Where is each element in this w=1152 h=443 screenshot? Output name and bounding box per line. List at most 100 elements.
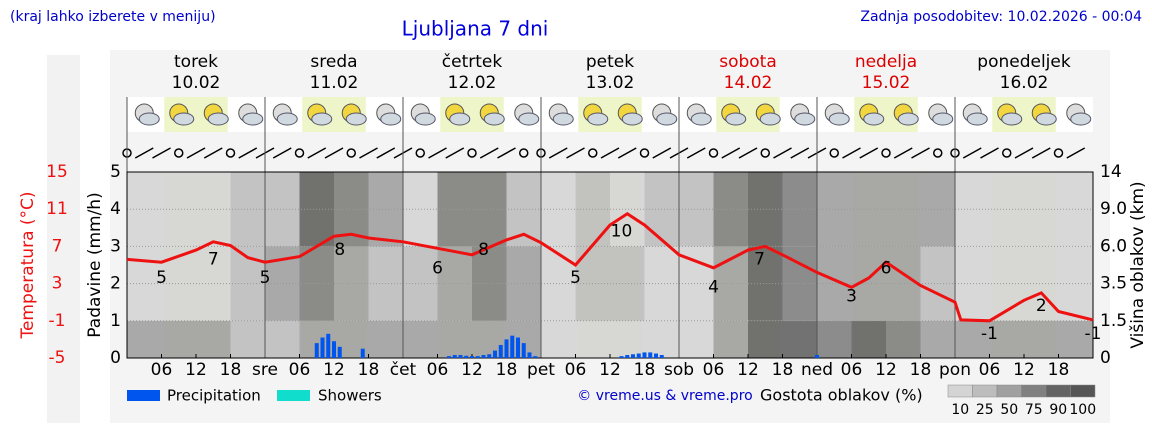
wind-barb xyxy=(893,147,913,159)
y2-tick-label: 1.5 xyxy=(1100,311,1127,331)
wind-barb xyxy=(497,147,516,159)
cloud-cell xyxy=(541,172,576,247)
y2-tick-label: 6.0 xyxy=(1100,236,1127,256)
wind-calm xyxy=(829,148,839,158)
wind-barb xyxy=(548,147,568,159)
cloud-legend-label: 100 xyxy=(1069,402,1096,418)
cloud-cell xyxy=(196,246,231,321)
cloud-cell xyxy=(403,246,438,321)
weather-icon xyxy=(242,112,264,126)
cloud-cell xyxy=(748,320,783,358)
plot-frame xyxy=(126,171,1094,359)
cloud-cell xyxy=(886,320,921,358)
weather-icon xyxy=(725,112,747,126)
wind-calm xyxy=(174,148,184,158)
cloud-cell xyxy=(196,172,231,247)
wind-barb xyxy=(617,147,637,159)
precip-bar xyxy=(648,352,653,358)
cloud-cell xyxy=(955,246,990,321)
precip-bar xyxy=(527,352,532,358)
x-tick-label: 12 xyxy=(461,360,483,380)
day-date: 11.02 xyxy=(310,73,359,93)
x-tick-label: 12 xyxy=(875,360,897,380)
x-tick-label: pet xyxy=(527,360,555,380)
cloud-legend-title: Gostota oblakov (%) xyxy=(760,386,923,405)
temp-extreme-label: 5 xyxy=(570,268,581,288)
day-date: 16.02 xyxy=(1000,73,1049,93)
precip-bar xyxy=(533,356,538,358)
cloud-cell xyxy=(472,246,507,321)
weather-icon xyxy=(759,112,781,126)
x-tick-label: 06 xyxy=(427,360,449,380)
precip-bar xyxy=(481,355,486,358)
wind-barb xyxy=(842,147,861,159)
day-date: 13.02 xyxy=(586,73,635,93)
temp-extreme-label: 5 xyxy=(156,268,167,288)
wind-calm xyxy=(346,148,356,158)
wind-barb xyxy=(272,147,292,159)
x-tick-label: 18 xyxy=(772,360,794,380)
temp-extreme-label: 7 xyxy=(754,249,765,269)
wind-barb xyxy=(980,147,999,159)
wind-calm xyxy=(588,148,598,158)
temp-axis-label: Temperatura (°C) xyxy=(18,191,38,339)
weather-icon xyxy=(966,112,988,126)
wind-barb xyxy=(859,147,879,159)
cloud-legend-label: 10 xyxy=(951,402,969,418)
temp-extreme-label: 7 xyxy=(208,249,219,269)
weather-icon xyxy=(690,112,712,126)
weather-icon xyxy=(1070,112,1092,126)
wind-calm xyxy=(294,148,305,158)
wind-barb xyxy=(773,147,792,159)
x-tick-label: 18 xyxy=(358,360,380,380)
x-tick-label: 06 xyxy=(151,360,173,380)
weather-icon xyxy=(828,112,850,126)
temp-extreme-label: 5 xyxy=(260,268,271,288)
cloud-cell xyxy=(541,320,576,358)
wind-calm xyxy=(225,148,236,158)
note: (kraj lahko izberete v meniju) xyxy=(10,9,216,25)
wind-calm xyxy=(639,148,650,158)
x-tick-label: 18 xyxy=(496,360,518,380)
cloud-legend-label: 90 xyxy=(1049,402,1067,418)
day-name: sobota xyxy=(719,52,777,72)
y2-tick-label: 9.0 xyxy=(1100,199,1127,219)
precip-bar xyxy=(510,335,515,358)
wind-barb xyxy=(790,147,810,159)
weather-icon xyxy=(552,112,574,126)
weather-icon xyxy=(1035,112,1057,126)
precip-bar xyxy=(504,339,509,358)
cloud-cell xyxy=(817,320,852,358)
cloud-cell xyxy=(713,320,748,358)
wind-barb xyxy=(1014,147,1034,159)
y-tick-label: 3 xyxy=(110,236,121,256)
x-tick-label: sob xyxy=(664,360,694,380)
cloud-cell xyxy=(955,172,990,247)
temperature-line xyxy=(126,212,1094,323)
cloud-cell xyxy=(679,172,714,247)
wind-barb xyxy=(600,147,620,159)
left-panel xyxy=(47,55,80,423)
cloud-cell xyxy=(989,320,1024,358)
cloud-cell xyxy=(610,320,645,358)
cloud-cell xyxy=(127,172,162,247)
precip-bar xyxy=(521,343,526,358)
legend-swatch xyxy=(277,390,310,401)
temp-extreme-label: -1 xyxy=(981,324,998,344)
precip-bar xyxy=(337,346,342,358)
precip-bar xyxy=(314,343,319,358)
precip-bar xyxy=(815,355,819,358)
cloud-cell xyxy=(161,320,196,358)
cloud-cell xyxy=(472,172,507,247)
x-tick-label: 12 xyxy=(599,360,621,380)
day-name: ponedeljek xyxy=(977,52,1071,72)
weather-icon xyxy=(414,112,436,126)
weather-icon xyxy=(518,112,540,126)
cloud-cell xyxy=(437,320,472,358)
precip-bar xyxy=(475,356,480,358)
temp-tick-label: 7 xyxy=(52,236,63,256)
cloud-cell xyxy=(886,172,921,247)
weather-icon xyxy=(897,112,919,126)
wind-barb xyxy=(445,147,465,159)
temp-tick-label: 3 xyxy=(52,274,63,294)
